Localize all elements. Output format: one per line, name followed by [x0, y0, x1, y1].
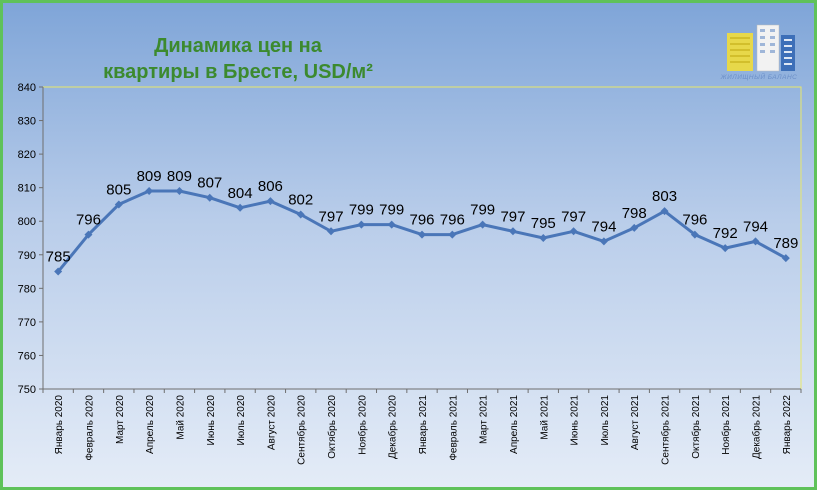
- building-logo-icon: [727, 24, 795, 72]
- data-label: 792: [713, 225, 738, 242]
- data-point: [569, 227, 578, 236]
- logo-text: ЖИЛИЩНЫЙ БАЛАНС: [720, 74, 798, 81]
- data-point: [84, 230, 93, 239]
- data-point: [751, 237, 760, 246]
- data-point: [327, 227, 336, 236]
- x-tick-label: Август 2021: [630, 395, 641, 451]
- x-tick-label: Май 2021: [539, 395, 550, 440]
- x-tick-label: Январь 2022: [782, 395, 793, 455]
- data-label: 805: [106, 181, 131, 198]
- x-tick-label: Октябрь 2021: [690, 395, 702, 459]
- data-label: 809: [167, 168, 192, 185]
- x-tick-label: Октябрь 2020: [326, 395, 338, 459]
- data-label: 807: [197, 175, 222, 192]
- x-tick-label: Апрель 2021: [509, 395, 520, 454]
- data-point: [205, 193, 214, 202]
- data-point: [539, 234, 548, 242]
- x-tick-label: Январь 2021: [418, 395, 429, 455]
- x-tick-label: Ноябрь 2020: [356, 395, 368, 455]
- x-tick-label: Июнь 2020: [206, 395, 217, 446]
- data-label: 785: [46, 249, 71, 266]
- x-tick-label: Февраль 2020: [84, 395, 95, 461]
- y-tick-label: 810: [18, 183, 36, 195]
- y-tick-label: 760: [18, 350, 36, 362]
- x-tick-label: Декабрь 2021: [751, 395, 763, 459]
- data-point: [54, 267, 63, 276]
- x-tick-label: Март 2021: [479, 395, 490, 444]
- chart-title: Динамика цен на квартиры в Бресте, USD/м…: [73, 33, 403, 85]
- data-label: 794: [743, 218, 768, 235]
- data-label: 804: [228, 185, 253, 202]
- data-label: 796: [682, 212, 707, 229]
- data-label: 794: [591, 218, 616, 235]
- data-point: [508, 227, 517, 236]
- y-tick-label: 820: [18, 149, 36, 161]
- y-tick-label: 840: [18, 82, 36, 94]
- y-tick-label: 770: [18, 317, 36, 329]
- data-point: [630, 223, 639, 232]
- data-point: [721, 244, 730, 253]
- data-label: 803: [652, 188, 677, 205]
- data-label: 797: [561, 208, 586, 225]
- data-label: 799: [470, 202, 495, 219]
- x-tick-label: Март 2020: [115, 395, 126, 444]
- chart-title-line-1: Динамика цен на: [154, 35, 322, 57]
- y-tick-label: 780: [18, 283, 36, 295]
- data-label: 809: [137, 168, 162, 185]
- data-point: [114, 200, 123, 209]
- x-tick-label: Январь 2020: [54, 395, 65, 455]
- y-tick-label: 750: [18, 384, 36, 396]
- y-tick-label: 800: [18, 216, 36, 228]
- data-point: [690, 230, 699, 239]
- x-tick-label: Июль 2020: [236, 395, 247, 446]
- x-tick-label: Июль 2021: [600, 395, 611, 446]
- x-tick-label: Август 2020: [266, 395, 277, 451]
- data-point: [387, 220, 396, 229]
- y-tick-label: 790: [18, 250, 36, 262]
- y-tick-label: 830: [18, 116, 36, 128]
- data-point: [781, 254, 790, 263]
- data-label: 797: [319, 208, 344, 225]
- x-tick-label: Декабрь 2020: [387, 395, 399, 459]
- data-point: [448, 230, 457, 239]
- data-label: 798: [622, 205, 647, 222]
- zhilishchny-balans-logo: ЖИЛИЩНЫЙ БАЛАНС: [709, 21, 809, 87]
- data-label: 796: [440, 212, 465, 229]
- data-point: [478, 220, 487, 229]
- data-label: 802: [288, 192, 313, 209]
- data-point: [175, 187, 184, 196]
- x-tick-label: Июнь 2021: [570, 395, 581, 446]
- data-point: [145, 187, 154, 196]
- data-label: 796: [409, 212, 434, 229]
- data-point: [599, 237, 608, 246]
- data-point: [660, 207, 669, 216]
- data-point: [296, 210, 305, 219]
- data-label: 799: [349, 202, 374, 219]
- x-tick-label: Ноябрь 2021: [720, 395, 732, 455]
- chart-title-line-2: квартиры в Бресте, USD/м²: [103, 61, 373, 83]
- x-tick-label: Сентябрь 2020: [296, 395, 308, 465]
- data-point: [418, 230, 426, 239]
- data-label: 795: [531, 215, 556, 232]
- data-point: [266, 197, 275, 206]
- data-label: 799: [379, 202, 404, 219]
- data-label: 806: [258, 178, 283, 195]
- data-label: 789: [773, 235, 798, 252]
- data-label: 797: [500, 208, 525, 225]
- x-tick-label: Сентябрь 2021: [660, 395, 672, 465]
- data-point: [357, 220, 366, 229]
- x-tick-label: Апрель 2020: [145, 395, 156, 454]
- data-point: [236, 203, 245, 212]
- x-tick-label: Февраль 2021: [448, 395, 459, 461]
- x-tick-label: Май 2020: [175, 395, 186, 440]
- data-label: 796: [76, 212, 101, 229]
